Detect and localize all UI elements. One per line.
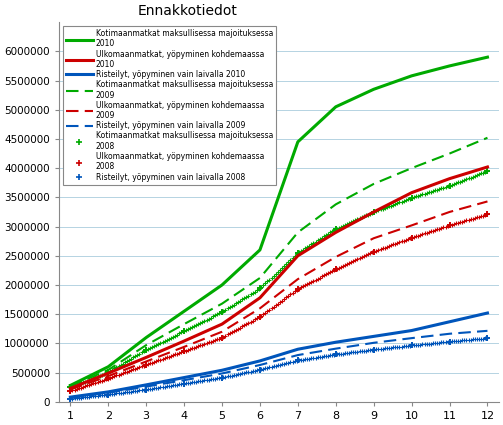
Text: Ennakkotiedot: Ennakkotiedot <box>138 4 238 18</box>
Legend: Kotimaanmatkat maksullisessa majoituksessa
2010, Ulkomaanmatkat, yöpyminen kohde: Kotimaanmatkat maksullisessa majoitukses… <box>63 26 276 184</box>
